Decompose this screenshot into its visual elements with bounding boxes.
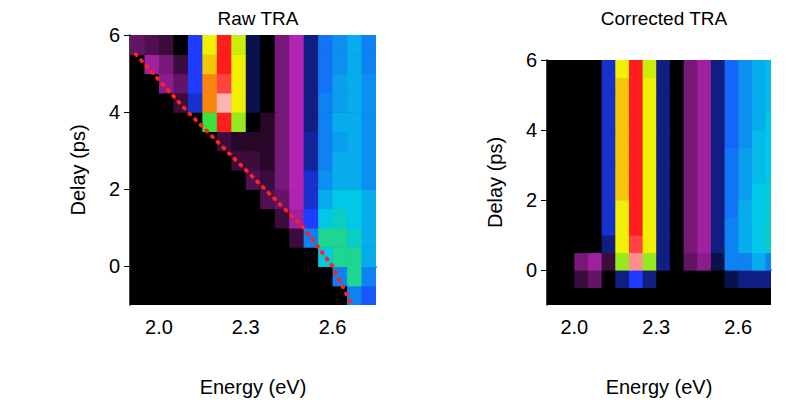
svg-text:2: 2	[109, 178, 120, 200]
svg-text:Energy (eV): Energy (eV)	[606, 376, 713, 398]
svg-text:2.6: 2.6	[319, 316, 347, 338]
svg-text:Delay (ps): Delay (ps)	[484, 137, 506, 228]
svg-text:4: 4	[526, 119, 537, 141]
svg-text:Energy (eV): Energy (eV)	[200, 376, 307, 398]
svg-text:4: 4	[109, 101, 120, 123]
svg-text:Corrected TRA: Corrected TRA	[601, 8, 728, 29]
svg-text:2.3: 2.3	[642, 316, 670, 338]
svg-text:2.6: 2.6	[724, 316, 752, 338]
svg-text:Raw TRA: Raw TRA	[218, 8, 299, 29]
svg-text:6: 6	[109, 24, 120, 46]
svg-text:2.0: 2.0	[560, 316, 588, 338]
svg-text:0: 0	[526, 259, 537, 281]
svg-text:2: 2	[526, 189, 537, 211]
svg-text:Delay (ps): Delay (ps)	[67, 124, 89, 215]
svg-text:0: 0	[109, 255, 120, 277]
svg-text:6: 6	[526, 49, 537, 71]
svg-text:2.3: 2.3	[232, 316, 260, 338]
svg-text:2.0: 2.0	[145, 316, 173, 338]
